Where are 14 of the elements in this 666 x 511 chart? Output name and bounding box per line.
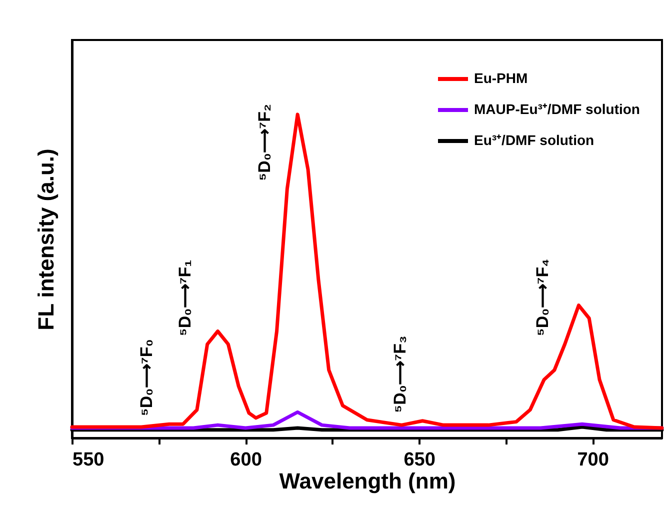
legend-label: Eu-PHM	[474, 70, 528, 86]
y-axis-title: FL intensity (a.u.)	[34, 148, 58, 330]
annotation: ⁵D₀⟶⁷F₃	[390, 336, 410, 413]
annotation: ⁵D₀⟶⁷F₀	[137, 339, 156, 416]
x-tick-label: 600	[230, 450, 262, 470]
x-tick-label: 650	[404, 450, 436, 470]
x-axis-title: Wavelength (nm)	[279, 468, 456, 494]
legend-label: Eu³⁺/DMF solution	[474, 132, 594, 148]
x-tick-label: 700	[577, 450, 609, 470]
annotation: ⁵D₀⟶⁷F₄	[532, 258, 552, 336]
annotation: ⁵D₀⟶⁷F₁	[175, 260, 194, 336]
annotation: ⁵D₀⟶⁷F₂	[255, 104, 274, 181]
x-tick-label: 550	[72, 450, 104, 470]
legend-label: MAUP-Eu³⁺/DMF solution	[474, 101, 640, 117]
